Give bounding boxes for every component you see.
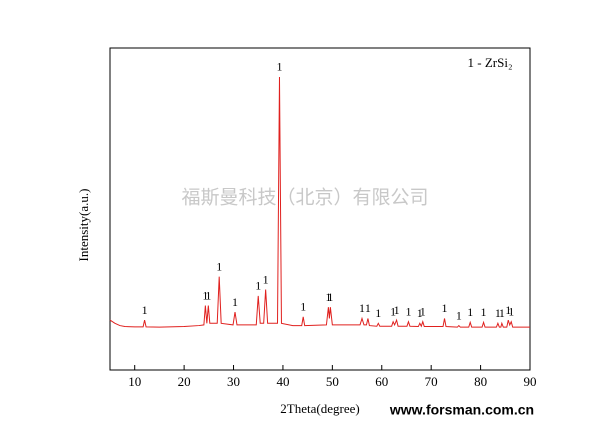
x-tick-label: 60 xyxy=(375,374,388,389)
x-tick-label: 70 xyxy=(425,374,438,389)
y-axis-label: Intensity(a.u.) xyxy=(76,189,91,262)
peak-label: 1 xyxy=(499,306,505,320)
peak-label: 1 xyxy=(216,259,222,273)
peak-label: 1 xyxy=(456,308,462,322)
spectrum-line xyxy=(109,76,530,328)
peak-label: 1 xyxy=(390,304,396,318)
website: www.forsman.com.cn xyxy=(389,402,534,418)
peak-label: 1 xyxy=(508,304,514,318)
peak-label: 1 xyxy=(263,272,269,286)
peak-label: 1 xyxy=(505,303,511,317)
peak-label: 1 xyxy=(255,279,261,293)
peak-label: 1 xyxy=(405,304,411,318)
peak-label: 1 xyxy=(300,300,306,314)
peak-label: 1 xyxy=(375,306,381,320)
peak-label: 1 xyxy=(142,303,148,317)
watermark: 福斯曼科技（北京）有限公司 xyxy=(181,187,428,209)
peak-label: 1 xyxy=(359,301,365,315)
x-tick-label: 40 xyxy=(276,374,289,389)
peak-label: 1 xyxy=(325,290,331,304)
x-axis-label: 2Theta(degree) xyxy=(280,401,359,416)
peak-label: 1 xyxy=(327,290,333,304)
peak-label: 1 xyxy=(365,301,371,315)
x-tick-label: 80 xyxy=(474,374,487,389)
x-tick-label: 50 xyxy=(326,374,339,389)
peak-label: 1 xyxy=(232,295,238,309)
peak-label: 1 xyxy=(420,304,426,318)
plot-frame xyxy=(109,47,531,371)
peak-label: 1 xyxy=(481,305,487,319)
peak-label: 1 xyxy=(276,60,282,74)
peak-label: 1 xyxy=(417,306,423,320)
peak-label: 1 xyxy=(495,306,501,320)
x-tick-label: 90 xyxy=(524,374,537,389)
peak-label: 1 xyxy=(202,288,208,302)
x-tick-label: 20 xyxy=(178,374,191,389)
x-tick-label: 30 xyxy=(227,374,240,389)
peak-label: 1 xyxy=(442,301,448,315)
peak-label: 1 xyxy=(205,288,211,302)
peak-label: 1 xyxy=(467,305,473,319)
peak-label: 1 xyxy=(394,303,400,317)
x-tick-label: 10 xyxy=(128,374,141,389)
legend-text: 1 - ZrSi₂ xyxy=(468,55,513,70)
